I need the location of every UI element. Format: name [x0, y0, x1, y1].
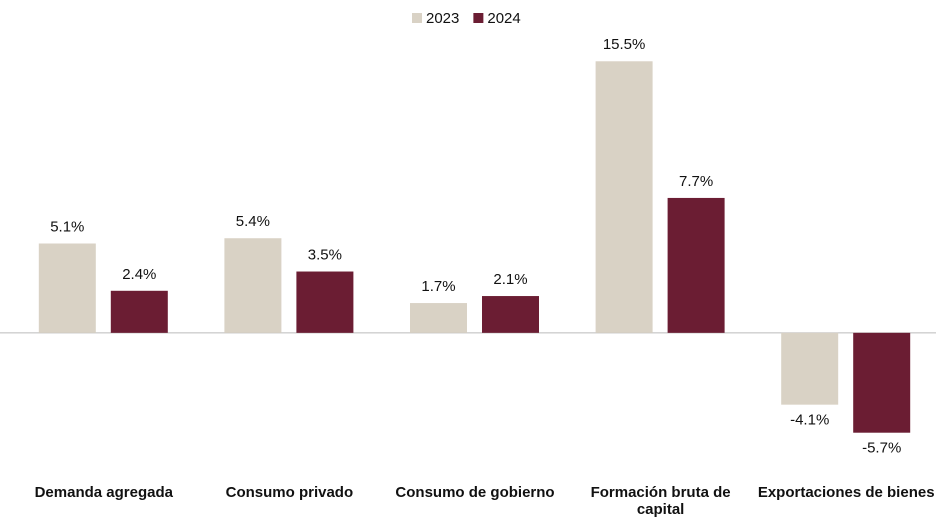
x-tick-label: Demanda agregada: [34, 484, 173, 501]
x-tick-label: Exportaciones de bienes: [757, 484, 935, 501]
bar: [110, 290, 168, 333]
value-label: 2.4%: [122, 266, 156, 283]
value-label: 15.5%: [603, 36, 646, 53]
bar: [224, 238, 282, 333]
value-label: -5.7%: [862, 440, 901, 457]
value-label: 1.7%: [421, 278, 455, 295]
bar: [595, 61, 653, 333]
value-label: -4.1%: [790, 412, 829, 429]
value-label: 5.1%: [50, 218, 84, 235]
bar: [482, 296, 539, 333]
bar: [781, 332, 839, 405]
x-tick-label: Consumo de gobierno: [395, 484, 555, 501]
bar: [410, 303, 467, 333]
value-label: 5.4%: [236, 213, 270, 230]
x-tick-label: Consumo privado: [225, 484, 354, 501]
value-label: 7.7%: [679, 173, 713, 190]
legend-label: 2024: [487, 10, 520, 27]
legend-swatch: [412, 13, 422, 23]
legend-swatch: [473, 13, 484, 23]
x-tick-label: Formación bruta de capital: [590, 484, 731, 518]
legend-label: 2023: [426, 10, 459, 27]
bar: [853, 332, 911, 433]
value-label: 3.5%: [308, 246, 342, 263]
bar: [38, 243, 96, 333]
value-label: 2.1%: [493, 271, 527, 288]
bar: [667, 197, 725, 333]
bar: [296, 271, 354, 333]
